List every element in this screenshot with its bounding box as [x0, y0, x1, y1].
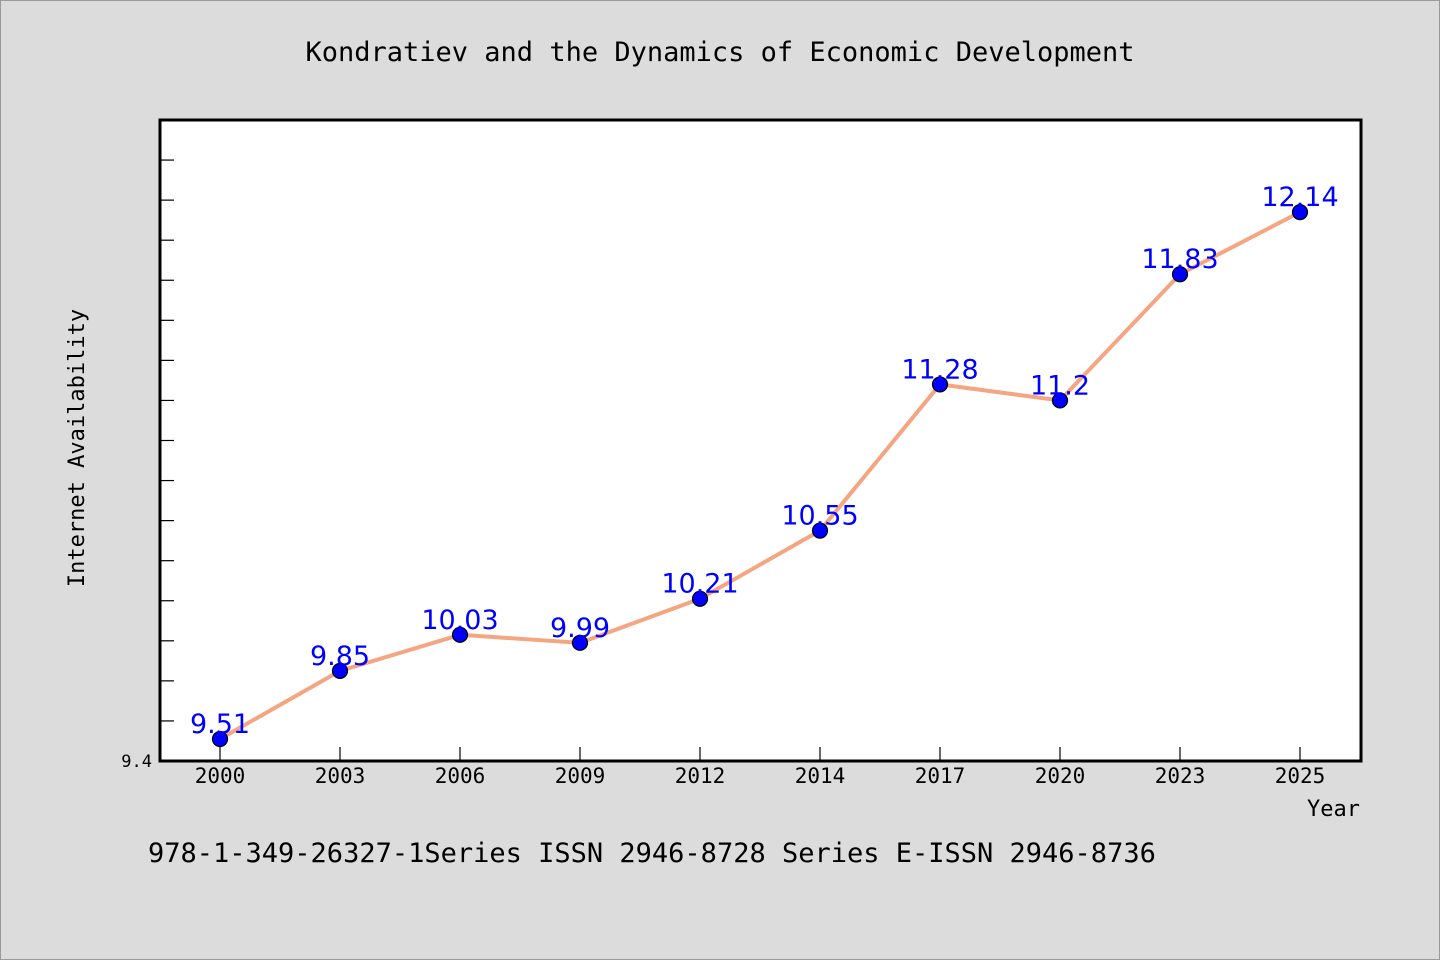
chart-title: Kondratiev and the Dynamics of Economic … [305, 37, 1134, 68]
x-tick-label: 2014 [795, 764, 846, 788]
x-tick-label: 2000 [195, 764, 246, 788]
x-tick-label: 2009 [555, 764, 606, 788]
data-point [691, 590, 709, 607]
data-points [211, 204, 1309, 748]
data-point [811, 522, 829, 539]
data-label: 12.14 [1261, 182, 1338, 213]
data-point [331, 662, 349, 679]
x-tick-label: 2006 [435, 764, 486, 788]
x-tick-label: 2020 [1035, 764, 1086, 788]
data-label: 11.28 [901, 354, 978, 385]
x-tick-label: 2003 [315, 764, 366, 788]
plot-area [158, 118, 1363, 763]
data-label: 10.21 [661, 569, 738, 600]
data-label: 11.83 [1141, 244, 1218, 275]
y-tick-label: 9.4 [121, 752, 152, 772]
data-label: 10.55 [781, 501, 858, 532]
x-tick-label: 2025 [1275, 764, 1326, 788]
data-point [1171, 266, 1189, 283]
series-line [218, 210, 1302, 741]
footnote: 978-1-349-26327-1Series ISSN 2946-8728 S… [148, 838, 1156, 869]
data-point [931, 376, 949, 393]
data-label: 9.99 [550, 613, 610, 644]
data-label: 9.51 [190, 709, 250, 740]
x-axis-label: Year [1307, 797, 1360, 822]
x-axis-ticks: 2000 2003 2006 2009 2012 2014 2017 2020 2023 2025 [195, 747, 1326, 788]
data-point [571, 634, 589, 651]
y-axis-ticks: 9.4 [121, 119, 174, 772]
data-point [211, 730, 229, 748]
data-point [1291, 204, 1309, 221]
x-tick-label: 2023 [1155, 764, 1206, 788]
y-axis-label: Internet Availability [65, 309, 90, 587]
data-labels: 9.51 9.85 10.03 9.99 10.21 10.55 11.28 11.2 11.8… [190, 182, 1339, 740]
data-label: 9.85 [310, 641, 370, 672]
x-tick-label: 2012 [675, 764, 726, 788]
data-point [451, 626, 469, 643]
data-label: 10.03 [421, 605, 498, 636]
data-point [1051, 392, 1069, 409]
x-tick-label: 2017 [915, 764, 966, 788]
data-label: 11.2 [1030, 370, 1090, 401]
